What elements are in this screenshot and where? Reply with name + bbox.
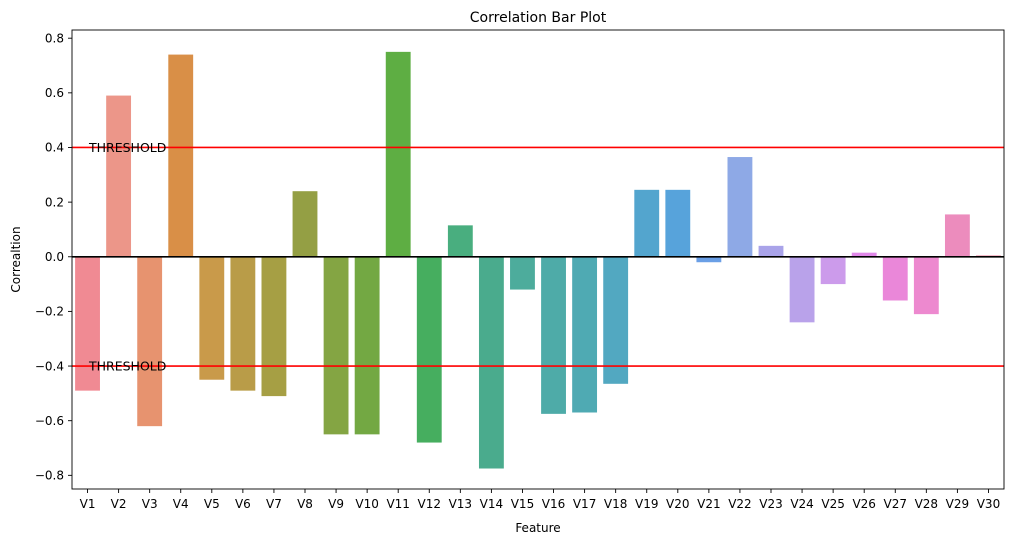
x-tick-label: V28 [915, 497, 938, 511]
bar-v10 [354, 256, 380, 435]
x-tick-label: V24 [790, 497, 813, 511]
bar-v17 [572, 256, 598, 413]
x-tick-label: V27 [884, 497, 907, 511]
bar-v6 [230, 256, 256, 391]
x-tick-label: V1 [80, 497, 96, 511]
y-tick-label: −0.4 [35, 359, 64, 373]
x-tick-label: V3 [142, 497, 158, 511]
y-tick-label: 0.6 [45, 86, 64, 100]
threshold-annotation: THRESHOLD [88, 140, 166, 155]
reference-lines: THRESHOLD THRESHOLD [72, 140, 1004, 373]
bar-v9 [323, 256, 349, 435]
x-tick-label: V4 [173, 497, 189, 511]
y-tick-label: −0.2 [35, 305, 64, 319]
x-tick-label: V22 [728, 497, 751, 511]
x-tick-label: V18 [604, 497, 627, 511]
bar-v27 [882, 256, 908, 301]
y-tick-label: −0.6 [35, 414, 64, 428]
x-tick-label: V12 [418, 497, 441, 511]
x-tick-label: V8 [297, 497, 313, 511]
bar-v26 [851, 252, 877, 257]
x-tick-label: V11 [386, 497, 409, 511]
x-axis-label: Feature [515, 521, 560, 535]
threshold-annotation: THRESHOLD [88, 358, 166, 373]
x-tick-label: V20 [666, 497, 689, 511]
bar-v3 [137, 256, 163, 427]
bar-v29 [944, 214, 970, 257]
x-tick-label: V2 [111, 497, 127, 511]
bar-v13 [447, 225, 473, 257]
bar-v5 [199, 256, 225, 380]
x-tick-label: V25 [821, 497, 844, 511]
y-tick-label: 0.2 [45, 195, 64, 209]
x-tick-label: V13 [449, 497, 472, 511]
bar-v25 [820, 256, 846, 285]
bar-v11 [385, 51, 411, 257]
bar-v20 [665, 189, 691, 257]
x-tick-label: V14 [480, 497, 503, 511]
bar-group [75, 51, 1001, 469]
bar-v1 [75, 256, 100, 391]
x-tick-label: V21 [697, 497, 720, 511]
x-tick-label: V30 [977, 497, 1000, 511]
bar-v24 [789, 256, 815, 323]
x-tick-label: V29 [946, 497, 969, 511]
x-tick-label: V26 [852, 497, 875, 511]
bar-v14 [478, 256, 504, 469]
x-tick-label: V5 [204, 497, 220, 511]
y-tick-label: 0.0 [45, 250, 64, 264]
chart-title: Correlation Bar Plot [470, 10, 607, 26]
bar-v4 [168, 54, 194, 257]
y-axis: −0.8 −0.6 −0.4 −0.2 0.0 0.2 0.4 0.6 0.8 [35, 31, 72, 483]
y-tick-label: 0.4 [45, 141, 64, 155]
x-tick-label: V7 [266, 497, 282, 511]
bar-v18 [603, 256, 629, 384]
bar-v28 [913, 256, 939, 315]
x-tick-label: V10 [355, 497, 378, 511]
plot-frame [71, 29, 1005, 490]
bar-v2 [106, 95, 132, 257]
x-tick-label: V17 [573, 497, 596, 511]
y-tick-label: −0.8 [35, 469, 64, 483]
bar-v23 [758, 245, 784, 257]
bar-v22 [727, 157, 753, 257]
x-tick-label: V16 [542, 497, 565, 511]
bar-v12 [416, 256, 442, 443]
bar-v16 [541, 256, 566, 414]
x-axis: V1 V2 V3 V4 V5 V6 V7 V8 V9 V10 V11 V12 V13 V14 V15 V16 V… [80, 489, 1000, 511]
bar-v21 [696, 256, 722, 263]
y-axis-label: Correaltion [9, 226, 23, 292]
x-tick-label: V19 [635, 497, 658, 511]
bar-v19 [634, 189, 660, 257]
y-tick-label: 0.8 [45, 31, 64, 45]
bar-v7 [261, 256, 287, 397]
x-tick-label: V15 [511, 497, 534, 511]
x-tick-label: V9 [328, 497, 344, 511]
x-tick-label: V6 [235, 497, 251, 511]
bar-v8 [292, 191, 318, 257]
x-tick-label: V23 [759, 497, 782, 511]
bar-v15 [510, 256, 535, 290]
